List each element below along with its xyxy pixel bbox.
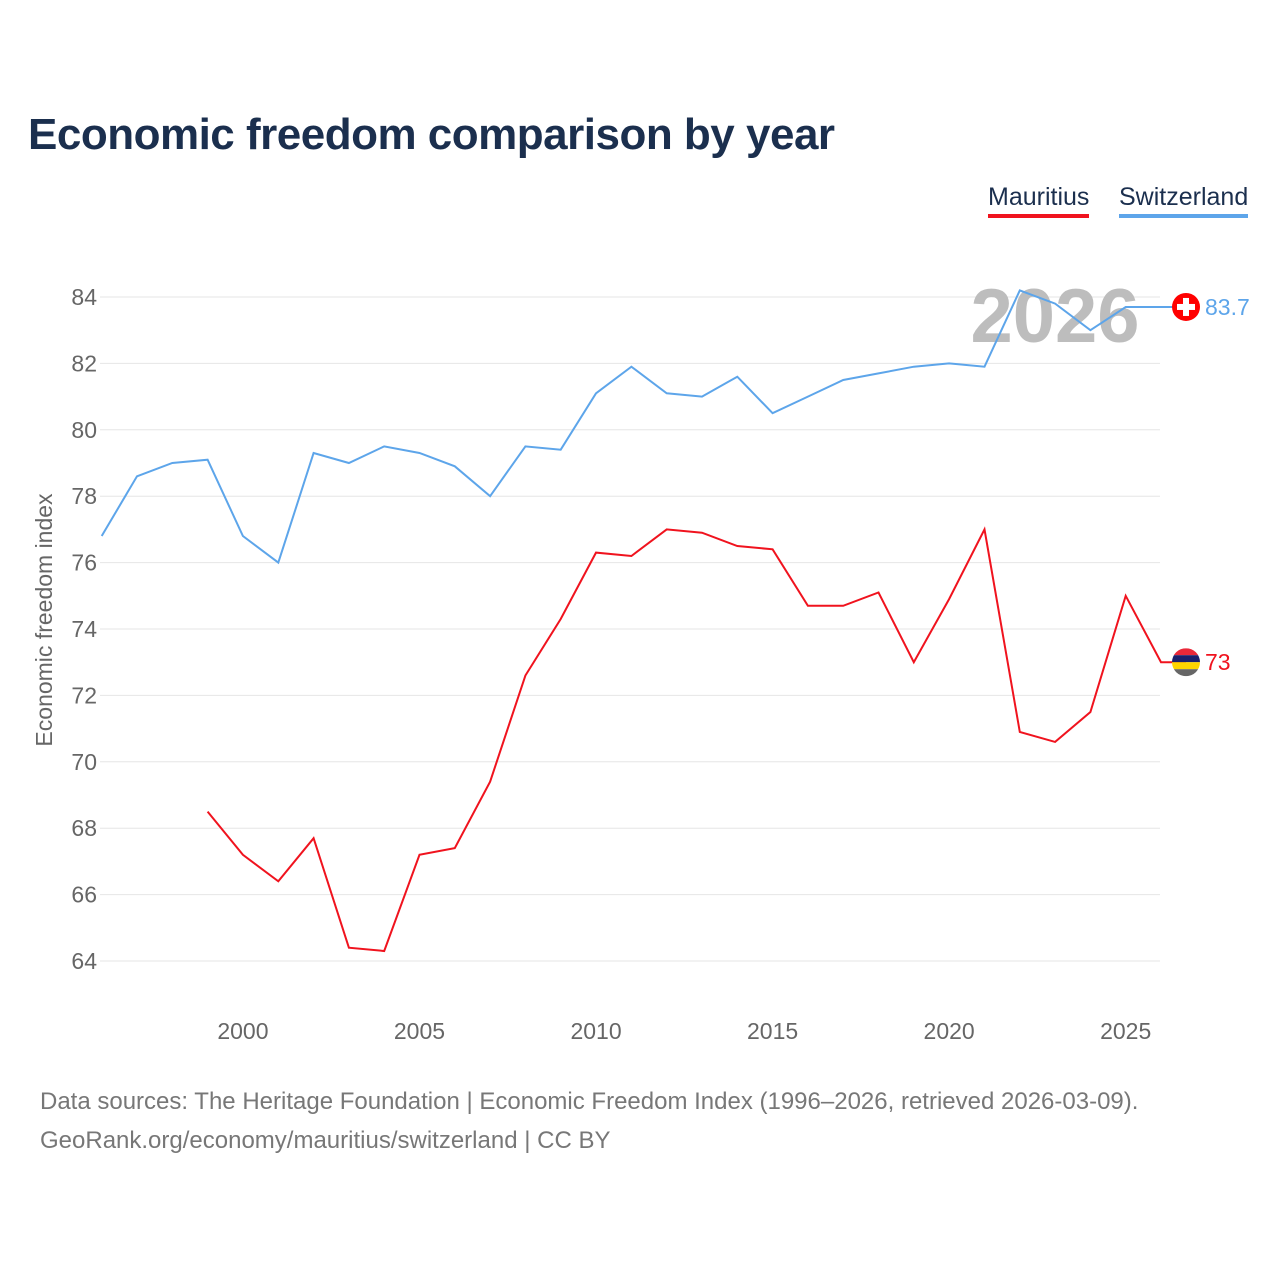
- y-tick-label: 66: [71, 882, 97, 908]
- y-tick-label: 76: [71, 550, 97, 576]
- legend-item-mauritius[interactable]: Mauritius: [988, 183, 1090, 218]
- y-tick-label: 68: [71, 815, 97, 841]
- x-tick-label: 2020: [924, 1018, 975, 1044]
- y-tick-label: 74: [71, 616, 97, 642]
- y-tick-label: 72: [71, 682, 97, 708]
- x-tick-label: 2010: [570, 1018, 621, 1044]
- chart-title: Economic freedom comparison by year: [28, 110, 835, 159]
- y-tick-label: 78: [71, 483, 97, 509]
- y-tick-label: 82: [71, 350, 97, 376]
- y-tick-label: 84: [71, 284, 97, 310]
- y-axis-label: Economic freedom index: [31, 493, 57, 747]
- legend-item-switzerland[interactable]: Switzerland: [1119, 183, 1249, 218]
- source-link[interactable]: GeoRank.org/economy/mauritius/switzerlan…: [40, 1127, 611, 1154]
- data-sources-text: Data sources: The Heritage Foundation | …: [40, 1088, 1139, 1115]
- y-tick-label: 64: [71, 948, 97, 974]
- x-tick-label: 2025: [1100, 1018, 1151, 1044]
- y-tick-label: 80: [71, 417, 97, 443]
- current-year-watermark: 2026: [970, 274, 1139, 359]
- end-value-label-switzerland: 83.7: [1205, 294, 1250, 320]
- series-line-switzerland: [100, 289, 1186, 565]
- series-line-mauritius: [206, 526, 1186, 953]
- end-value-label-mauritius: 73: [1205, 649, 1231, 675]
- x-tick-label: 2015: [747, 1018, 798, 1044]
- x-tick-label: 2005: [394, 1018, 445, 1044]
- flag-switzerland-icon: [1172, 292, 1200, 321]
- y-tick-label: 70: [71, 749, 97, 775]
- flag-mauritius-icon: [1172, 648, 1200, 677]
- x-tick-label: 2000: [217, 1018, 268, 1044]
